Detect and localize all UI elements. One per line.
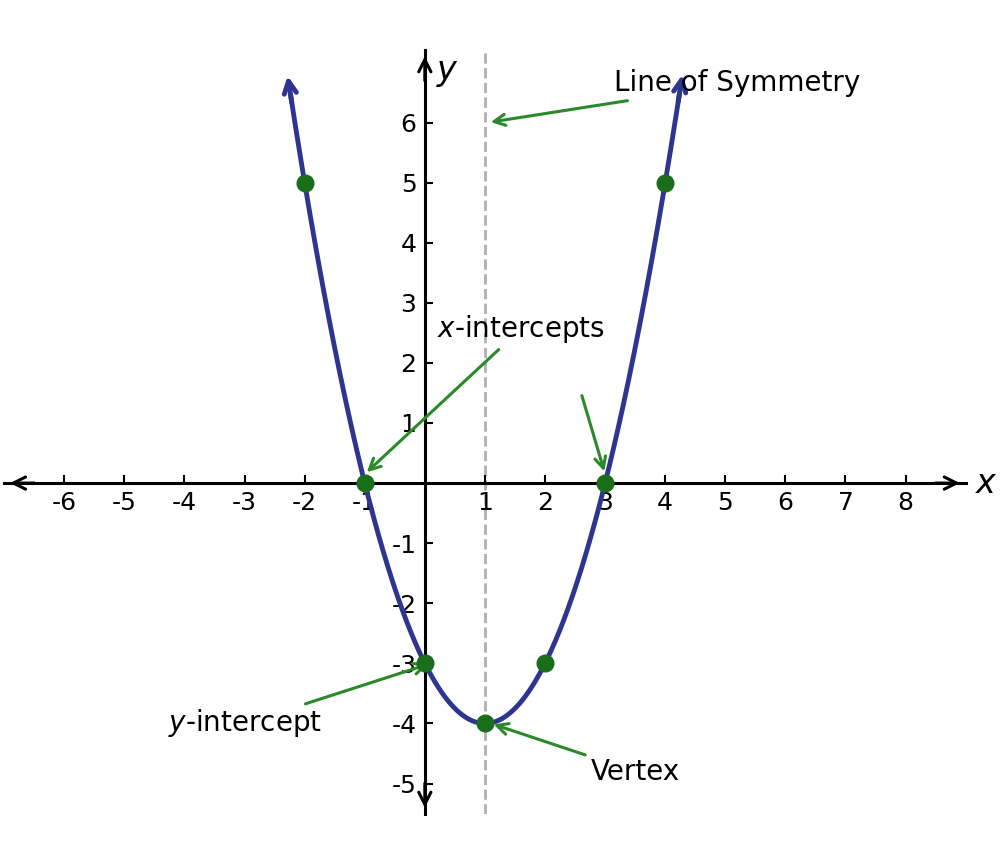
Text: $y$-intercept: $y$-intercept [168,664,425,740]
Text: $x$-intercepts: $x$-intercepts [369,313,605,470]
Text: $x$: $x$ [975,467,998,499]
Text: Vertex: Vertex [497,724,680,785]
Text: $y$: $y$ [436,56,459,89]
Text: Line of Symmetry: Line of Symmetry [494,69,860,125]
